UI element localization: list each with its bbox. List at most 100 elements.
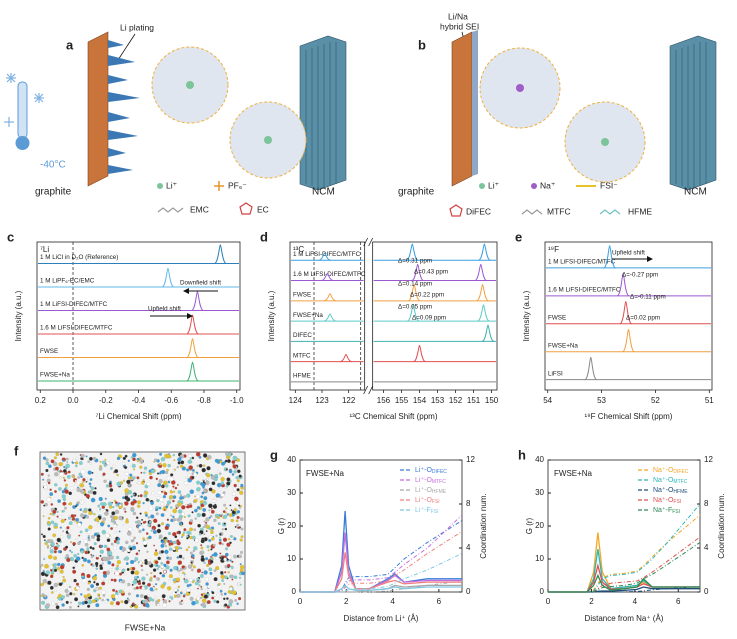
atom	[136, 481, 139, 484]
atom	[159, 497, 164, 502]
legend-subscript: DIFEC	[673, 469, 688, 475]
atom	[61, 494, 66, 499]
panel-label: f	[14, 443, 19, 458]
y-tick-label: 40	[287, 455, 296, 464]
atom	[160, 584, 165, 589]
atom	[131, 583, 134, 586]
atom	[94, 561, 99, 566]
y-axis-label: Intensity (a.u.)	[14, 290, 23, 341]
atom	[73, 578, 77, 583]
atom	[101, 598, 104, 602]
atom	[127, 526, 133, 532]
y-axis-label: G (r)	[277, 517, 286, 534]
legend-subscript: HFME	[432, 489, 447, 495]
atom	[186, 588, 191, 593]
atom	[134, 557, 139, 561]
atom	[180, 595, 183, 598]
x-tick-label: 0.2	[35, 396, 47, 405]
legend-icon	[239, 202, 253, 215]
x-tick-label: 6	[676, 597, 681, 606]
x-tick-label: 124	[289, 396, 303, 405]
atom	[116, 481, 122, 487]
atom	[213, 569, 217, 572]
atom	[181, 536, 183, 538]
atom	[114, 469, 119, 474]
atom	[72, 475, 76, 479]
atom	[91, 564, 95, 567]
atom	[160, 513, 165, 517]
atom	[143, 471, 146, 474]
atom	[81, 563, 85, 567]
atom	[97, 504, 101, 508]
atom	[205, 491, 208, 494]
atom	[208, 509, 211, 512]
atom	[203, 488, 207, 493]
atom	[240, 517, 244, 521]
spectrum-peak	[478, 243, 491, 261]
legend-label: DiFEC	[466, 206, 491, 216]
x-tick-label: 2	[344, 597, 349, 606]
atom	[42, 456, 47, 460]
atom	[211, 536, 215, 541]
annotation: Δ=-0.27 ppm	[622, 272, 658, 279]
axes-frame	[289, 241, 366, 391]
atom	[45, 603, 51, 608]
spectrum-peak	[477, 304, 490, 322]
atom	[93, 513, 96, 516]
atom	[192, 565, 196, 569]
x-tick-label: 122	[342, 396, 356, 405]
x-tick-label: 123	[315, 396, 329, 405]
atom	[208, 487, 213, 492]
atom	[55, 602, 58, 606]
annotation: FWSE+Na	[554, 469, 593, 478]
atom	[115, 590, 118, 593]
atom	[230, 535, 233, 538]
atom	[239, 538, 243, 542]
atom	[110, 542, 114, 546]
atom	[223, 597, 226, 601]
atom	[69, 556, 73, 560]
atom	[62, 469, 67, 473]
atom	[46, 546, 50, 549]
atom	[177, 509, 183, 514]
atom	[128, 475, 131, 478]
atom	[194, 581, 199, 586]
atom	[50, 503, 54, 506]
atom	[100, 560, 103, 563]
x-tick-label: 4	[390, 597, 395, 606]
atom	[187, 459, 192, 464]
legend-icon	[479, 183, 485, 189]
atom	[87, 497, 90, 500]
atom	[115, 567, 119, 571]
x-tick-label: 156	[377, 396, 391, 405]
spectrum-peak	[318, 252, 331, 261]
atom	[151, 491, 155, 495]
atom	[139, 465, 143, 469]
atom	[168, 574, 173, 579]
atom	[87, 536, 90, 539]
atom	[72, 459, 76, 463]
atom	[202, 500, 208, 506]
atom	[121, 546, 127, 552]
x-tick-label: -0.8	[197, 396, 211, 405]
atom	[177, 461, 181, 465]
atom	[116, 564, 119, 568]
atom	[79, 540, 81, 543]
legend-label: Li⁺	[488, 180, 499, 190]
atom	[206, 473, 211, 478]
atom	[154, 595, 158, 599]
atom	[166, 518, 170, 522]
legend-subscript: FSI	[673, 499, 681, 505]
atom	[211, 591, 215, 595]
atom	[229, 504, 232, 507]
atom	[77, 476, 80, 479]
atom	[224, 527, 228, 531]
atom	[166, 554, 169, 556]
atom	[97, 593, 101, 597]
atom	[210, 507, 213, 510]
atom	[189, 597, 194, 601]
atom	[159, 452, 163, 456]
atom	[65, 463, 70, 469]
atom	[100, 544, 104, 548]
atom	[187, 546, 190, 549]
